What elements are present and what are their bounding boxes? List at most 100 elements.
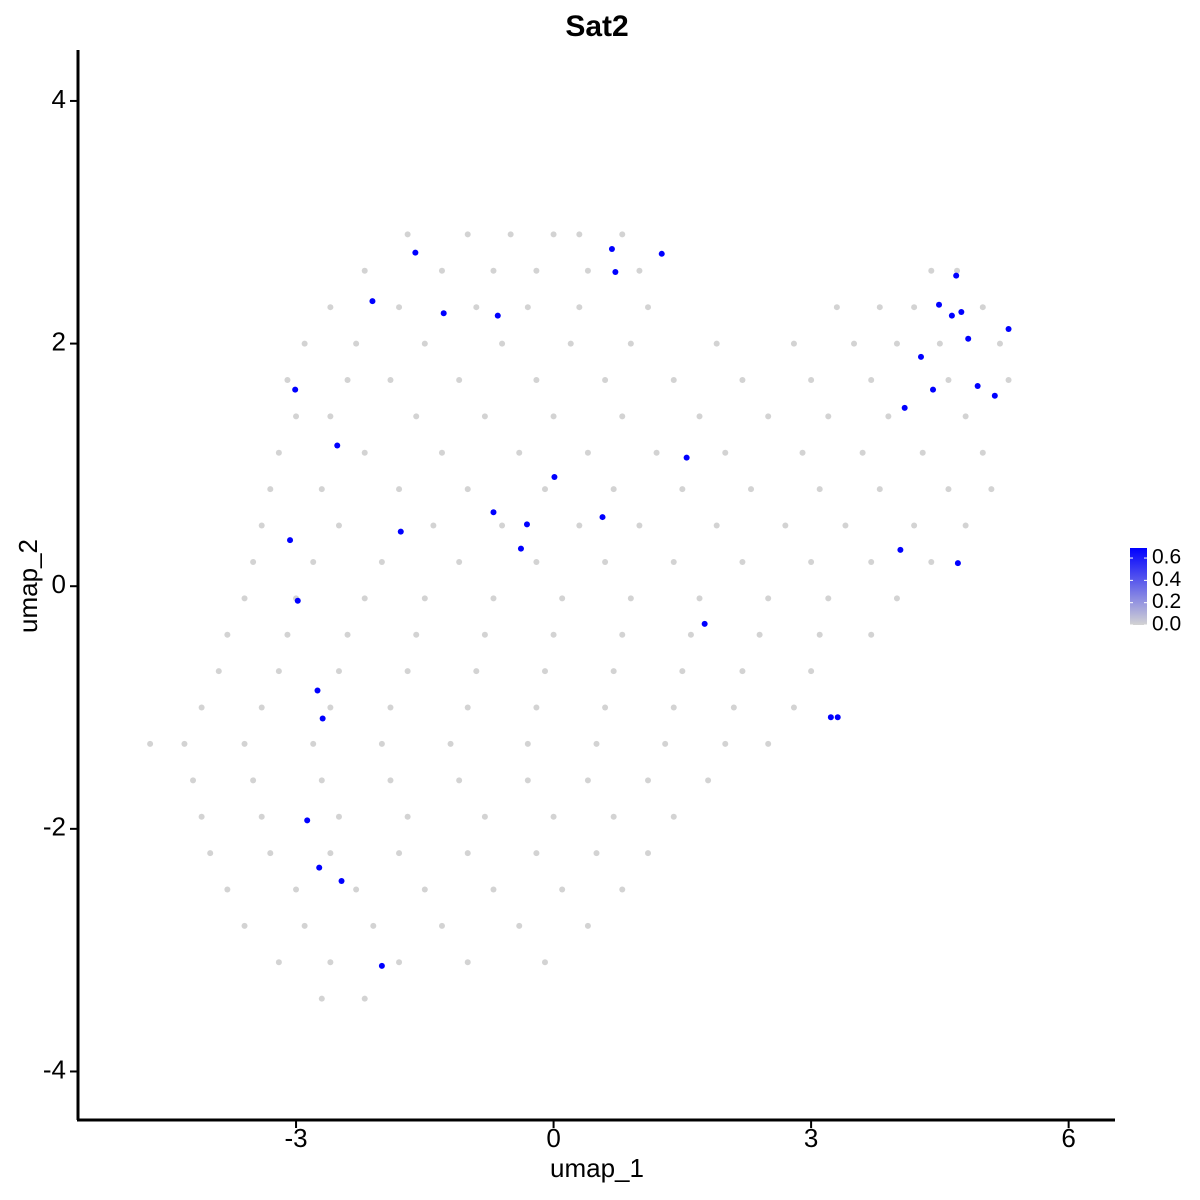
cell-point — [304, 817, 311, 824]
colorbar-tick-label: 0.0 — [1152, 613, 1181, 636]
cell-point — [962, 522, 969, 529]
points — [147, 231, 1012, 1002]
cell-point — [962, 413, 969, 420]
cell-point — [361, 995, 368, 1002]
cell-point — [481, 813, 488, 820]
cell-point — [610, 486, 617, 493]
cell-point — [224, 631, 231, 638]
cell-point — [683, 454, 690, 461]
cell-point — [953, 272, 960, 279]
cell-point — [739, 668, 746, 675]
cell-point — [765, 413, 772, 420]
cell-point — [653, 449, 660, 456]
cell-point — [619, 886, 626, 893]
cell-point — [490, 509, 497, 516]
x-tick-label: -3 — [284, 1123, 307, 1153]
cell-point — [799, 449, 806, 456]
cell-point — [930, 386, 937, 393]
cell-point — [533, 267, 540, 274]
cell-point — [645, 304, 652, 311]
cell-point — [344, 376, 351, 383]
cell-point — [808, 376, 815, 383]
cell-point — [319, 715, 326, 722]
cell-point — [456, 376, 463, 383]
cell-point — [945, 486, 952, 493]
cell-point — [722, 449, 729, 456]
cell-point — [722, 740, 729, 747]
cell-point — [670, 813, 677, 820]
cell-point — [524, 777, 531, 784]
cell-point — [378, 740, 385, 747]
cell-point — [318, 995, 325, 1002]
cell-point — [258, 813, 265, 820]
cell-point — [979, 304, 986, 311]
cell-point — [310, 558, 317, 565]
cell-point — [316, 864, 323, 871]
cell-point — [584, 449, 591, 456]
y-tick-label: 4 — [52, 84, 66, 114]
cell-point — [378, 962, 385, 969]
cell-point — [584, 922, 591, 929]
cell-point — [327, 850, 334, 857]
cell-point — [825, 595, 832, 602]
cell-point — [464, 959, 471, 966]
cell-point — [928, 558, 935, 565]
cell-point — [687, 631, 694, 638]
cell-point — [645, 777, 652, 784]
cell-point — [670, 704, 677, 711]
cell-point — [730, 704, 737, 711]
cell-point — [679, 486, 686, 493]
cell-point — [541, 959, 548, 966]
cell-point — [464, 486, 471, 493]
cell-point — [876, 486, 883, 493]
cell-point — [551, 474, 558, 481]
cell-point — [705, 777, 712, 784]
cell-point — [293, 886, 300, 893]
cell-point — [954, 560, 961, 567]
cell-point — [739, 558, 746, 565]
cell-point — [868, 631, 875, 638]
cell-point — [917, 353, 924, 360]
cell-point — [670, 558, 677, 565]
cell-point — [945, 376, 952, 383]
cell-point — [481, 631, 488, 638]
cell-point — [713, 340, 720, 347]
cell-point — [816, 486, 823, 493]
cell-point — [533, 850, 540, 857]
cell-point — [576, 231, 583, 238]
cell-point — [361, 595, 368, 602]
cell-point — [936, 340, 943, 347]
cell-point — [378, 558, 385, 565]
cell-point — [396, 486, 403, 493]
cell-point — [825, 413, 832, 420]
cell-point — [619, 413, 626, 420]
cell-point — [335, 522, 342, 529]
cell-point — [974, 383, 981, 390]
cell-point — [287, 537, 294, 544]
cell-point — [550, 631, 557, 638]
cell-point — [258, 704, 265, 711]
cell-point — [636, 522, 643, 529]
cell-point — [919, 449, 926, 456]
cell-point — [524, 304, 531, 311]
cell-point — [198, 813, 205, 820]
cell-point — [901, 404, 908, 411]
cell-point — [314, 687, 321, 694]
cell-point — [584, 267, 591, 274]
cell-point — [834, 714, 841, 721]
cell-point — [250, 558, 257, 565]
cell-point — [658, 250, 665, 257]
cell-point — [494, 312, 501, 319]
cell-point — [808, 668, 815, 675]
cell-point — [541, 486, 548, 493]
y-axis-label: umap_2 — [13, 539, 43, 633]
cell-point — [224, 886, 231, 893]
cell-point — [421, 340, 428, 347]
cell-point — [602, 558, 609, 565]
cell-point — [610, 813, 617, 820]
cell-point — [696, 413, 703, 420]
cell-point — [404, 231, 411, 238]
cell-point — [550, 413, 557, 420]
cell-point — [267, 486, 274, 493]
cell-point — [421, 886, 428, 893]
